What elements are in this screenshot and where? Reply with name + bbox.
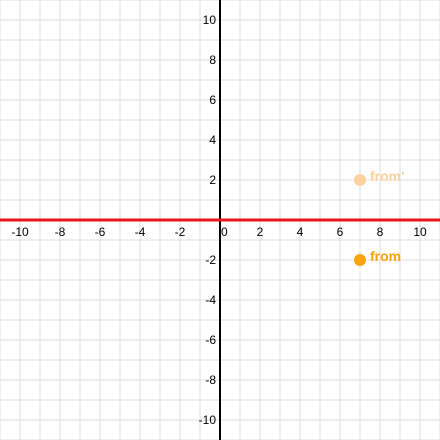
x-tick-label: -6 — [95, 225, 106, 239]
y-tick-label: -4 — [205, 293, 216, 307]
data-point — [354, 254, 366, 266]
point-label: from' — [370, 168, 404, 184]
y-tick-label: -6 — [205, 333, 216, 347]
data-point — [354, 174, 366, 186]
y-tick-label: 8 — [209, 53, 216, 67]
tick-labels: -10 -8 -6 -4 -2 0 2 4 6 8 10 -10 -8 -6 -4 -2 2 4 6 8 10 — [11, 13, 427, 427]
x-tick-label: 2 — [257, 225, 264, 239]
x-tick-label: -2 — [175, 225, 186, 239]
y-tick-label: 6 — [209, 93, 216, 107]
y-tick-label: 4 — [209, 133, 216, 147]
x-tick-label: 6 — [337, 225, 344, 239]
x-tick-label: 10 — [413, 225, 427, 239]
x-tick-label: -4 — [135, 225, 146, 239]
y-tick-label: -10 — [199, 413, 217, 427]
x-tick-label: 8 — [377, 225, 384, 239]
y-tick-label: 10 — [203, 13, 217, 27]
y-tick-label: -2 — [205, 253, 216, 267]
points: from' from — [354, 168, 404, 266]
x-tick-label: 0 — [221, 225, 228, 239]
point-label: from — [370, 248, 401, 264]
x-tick-label: -10 — [11, 225, 29, 239]
x-tick-label: 4 — [297, 225, 304, 239]
y-tick-label: -8 — [205, 373, 216, 387]
x-tick-label: -8 — [55, 225, 66, 239]
y-tick-label: 2 — [209, 173, 216, 187]
